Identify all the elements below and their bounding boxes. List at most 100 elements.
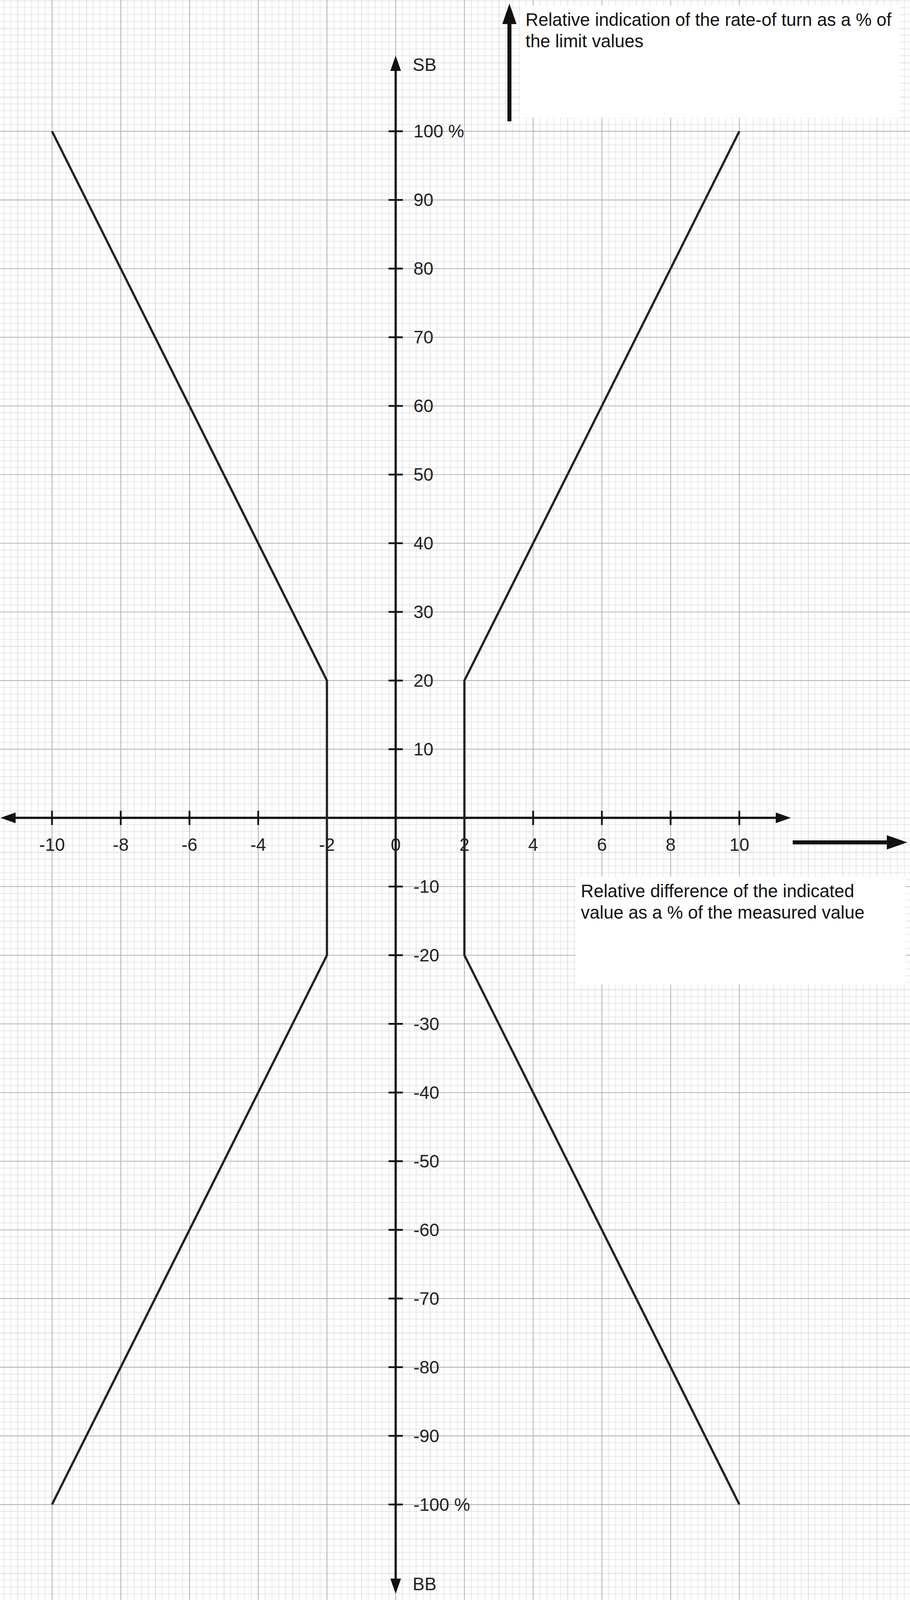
y-tick [388, 1504, 403, 1506]
y-tick-label: -100 % [413, 1495, 471, 1515]
y-tick [388, 1160, 403, 1163]
x-axis-arrow [0, 812, 16, 824]
y-tick-label: -70 [413, 1289, 440, 1309]
y-tick-label: 70 [413, 327, 434, 348]
limit-line [52, 131, 327, 1505]
x-axis-arrow [775, 812, 791, 824]
x-tick-label: 10 [729, 835, 750, 855]
x-tick [257, 810, 260, 826]
x-tick [600, 810, 603, 826]
axes [0, 55, 791, 1595]
grid-line [0, 405, 910, 407]
y-tick [388, 473, 403, 476]
x-tick [394, 810, 397, 826]
y-tick [388, 954, 403, 957]
grid-line [120, 0, 122, 1600]
y-tick [388, 1229, 403, 1232]
y-tick-label: 20 [413, 670, 434, 691]
grid-line [0, 268, 910, 270]
y-tick-label: 100 % [413, 121, 464, 141]
x-tick [532, 810, 534, 826]
y-tick-label: -80 [413, 1357, 440, 1378]
axis-end-label: SB [412, 54, 437, 75]
y-tick [388, 1298, 403, 1300]
grid-line [395, 0, 397, 1600]
grid-line [601, 0, 603, 1600]
grid-line [739, 0, 741, 1600]
grid-line [0, 542, 910, 544]
x-tick-label: 8 [665, 835, 676, 855]
y-label-arrow-head [502, 3, 517, 25]
y-tick [388, 130, 403, 133]
label-arrows [502, 3, 908, 850]
grid-line [189, 0, 191, 1600]
y-tick-label: 60 [413, 396, 434, 416]
x-axis-label: Relative difference of the indicated val… [575, 876, 906, 985]
y-tick [388, 336, 403, 339]
x-tick-label: -10 [39, 835, 66, 855]
ticks: -10-8-6-4-20246810-100 %-90-80-70-60-50-… [39, 121, 750, 1515]
grid-line [0, 1435, 910, 1437]
grid-line [0, 474, 910, 476]
y-axis-label: Relative indication of the rate-of turn … [520, 5, 900, 118]
y-tick-label: -50 [413, 1151, 440, 1172]
y-tick [388, 611, 403, 613]
y-tick [388, 1092, 403, 1094]
grid-line [0, 1229, 910, 1231]
y-tick-label: -10 [413, 876, 440, 897]
y-tick-label: -90 [413, 1426, 440, 1447]
axis-end-label: BB [412, 1574, 437, 1595]
grid-lines [0, 0, 910, 1600]
y-tick-label: 30 [413, 602, 434, 622]
y-tick-label: 50 [413, 464, 434, 485]
y-tick [388, 748, 403, 751]
x-tick-label: 0 [390, 835, 401, 855]
y-tick-label: 40 [413, 533, 434, 554]
grid-line [0, 199, 910, 201]
grid-line [670, 0, 672, 1600]
y-axis-arrow [390, 1579, 402, 1595]
y-tick [388, 679, 403, 682]
grid-line [0, 336, 910, 338]
y-tick [388, 542, 403, 545]
y-tick [388, 198, 403, 201]
grid-line [532, 0, 534, 1600]
y-tick-label: -30 [413, 1014, 440, 1035]
x-tick-label: -6 [181, 835, 198, 855]
y-tick-label: 80 [413, 258, 434, 279]
grid-line [0, 1298, 910, 1300]
grid-line [51, 0, 53, 1600]
y-tick-label: 90 [413, 190, 434, 210]
y-tick-label: -20 [413, 945, 440, 966]
y-tick [388, 885, 403, 888]
y-tick [388, 405, 403, 407]
y-tick [388, 267, 403, 270]
x-tick [51, 810, 54, 826]
grid-line [0, 1092, 910, 1094]
data-lines [52, 131, 740, 1505]
y-axis-line [394, 62, 398, 1589]
x-tick-label: -8 [112, 835, 129, 855]
y-label-arrow [507, 22, 512, 122]
x-tick [188, 810, 191, 826]
x-tick-label: 4 [528, 835, 538, 855]
grid-line [0, 1367, 910, 1369]
grid-line [0, 680, 910, 682]
y-tick-label: 10 [413, 739, 434, 760]
y-tick-label: -60 [413, 1220, 440, 1241]
limit-line [464, 131, 740, 1505]
grid-line [0, 611, 910, 613]
chart: -10-8-6-4-20246810-100 %-90-80-70-60-50-… [0, 0, 910, 1600]
y-tick [388, 1023, 403, 1026]
graph-paper [0, 0, 910, 1600]
x-tick [738, 810, 741, 826]
x-label-arrow [792, 840, 888, 845]
y-tick-label: -40 [413, 1083, 440, 1103]
x-tick-label: 6 [596, 835, 607, 855]
x-tick-label: -4 [250, 835, 267, 855]
y-tick [388, 1435, 403, 1438]
y-axis-arrow [390, 55, 402, 71]
grid-line [0, 748, 910, 750]
annotations: SB BB [412, 54, 437, 1595]
x-tick [669, 810, 672, 826]
